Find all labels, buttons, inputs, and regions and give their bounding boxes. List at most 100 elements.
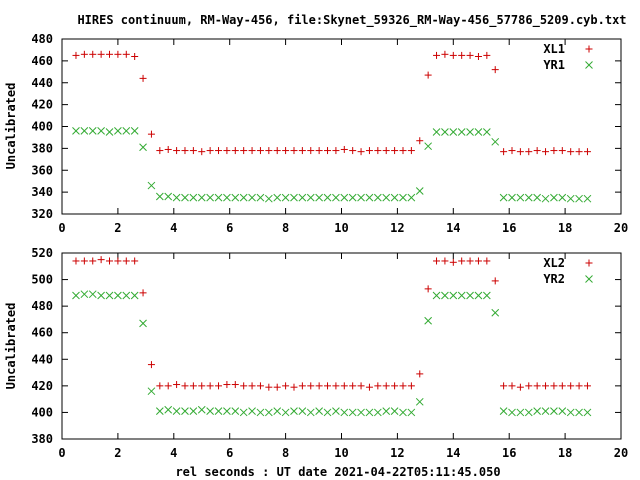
data-point bbox=[373, 408, 382, 417]
data-point bbox=[541, 194, 550, 203]
x-tick-label: 8 bbox=[282, 221, 289, 235]
data-point bbox=[457, 291, 466, 300]
x-tick-label: 18 bbox=[558, 446, 572, 460]
data-point bbox=[433, 257, 441, 265]
data-point bbox=[264, 408, 273, 417]
y-tick-label: 420 bbox=[31, 379, 53, 393]
data-point bbox=[332, 407, 340, 415]
data-point bbox=[106, 50, 114, 58]
legend-label: YR1 bbox=[543, 58, 565, 72]
data-point bbox=[206, 193, 214, 202]
data-point bbox=[298, 382, 306, 390]
data-point bbox=[72, 51, 80, 59]
data-point bbox=[458, 51, 466, 59]
y-tick-label: 480 bbox=[31, 299, 53, 313]
data-point bbox=[156, 147, 164, 155]
data-point bbox=[273, 407, 282, 415]
data-point bbox=[457, 128, 466, 136]
data-point bbox=[499, 193, 508, 202]
data-point bbox=[164, 145, 172, 153]
data-point bbox=[575, 408, 583, 417]
data-point bbox=[483, 257, 491, 265]
legend-marker bbox=[585, 259, 593, 267]
y-tick-label: 440 bbox=[31, 76, 53, 90]
data-point bbox=[131, 53, 139, 60]
data-point bbox=[139, 319, 147, 328]
data-point bbox=[391, 382, 399, 390]
data-point bbox=[491, 137, 500, 146]
data-point bbox=[449, 291, 458, 300]
data-point bbox=[147, 387, 156, 396]
data-point bbox=[567, 382, 575, 390]
data-point bbox=[156, 382, 164, 390]
data-point bbox=[433, 51, 441, 59]
data-point bbox=[281, 193, 290, 202]
data-point bbox=[189, 407, 198, 415]
data-point bbox=[164, 382, 172, 390]
x-tick-label: 2 bbox=[114, 221, 121, 235]
y-tick-label: 320 bbox=[31, 207, 53, 221]
data-point bbox=[181, 407, 189, 415]
data-point bbox=[122, 257, 130, 265]
y-tick-label: 420 bbox=[31, 98, 53, 112]
data-point bbox=[214, 193, 223, 202]
data-point bbox=[340, 408, 349, 417]
data-point bbox=[307, 147, 315, 155]
data-point bbox=[533, 382, 541, 390]
data-point bbox=[97, 50, 105, 58]
data-point bbox=[424, 71, 432, 79]
data-point bbox=[332, 147, 340, 155]
data-point bbox=[550, 193, 558, 202]
data-point bbox=[491, 277, 499, 285]
data-point bbox=[80, 290, 89, 299]
data-point bbox=[332, 193, 340, 202]
data-point bbox=[197, 193, 206, 202]
x-tick-label: 6 bbox=[226, 446, 233, 460]
data-point bbox=[97, 127, 105, 135]
data-point bbox=[491, 66, 499, 74]
data-point bbox=[483, 51, 491, 59]
x-tick-label: 20 bbox=[614, 446, 628, 460]
y-tick-label: 520 bbox=[31, 246, 53, 260]
data-point bbox=[114, 291, 122, 300]
data-point bbox=[508, 408, 516, 417]
data-point bbox=[181, 382, 189, 390]
data-point bbox=[550, 407, 558, 415]
data-point bbox=[365, 383, 373, 391]
data-point bbox=[432, 291, 441, 300]
x-axis-title: rel seconds : UT date 2021-04-22T05:11:4… bbox=[175, 465, 500, 479]
y-axis-title: Uncalibrated bbox=[4, 83, 18, 170]
data-point bbox=[315, 147, 323, 155]
legend-label: YR2 bbox=[543, 272, 565, 286]
data-point bbox=[499, 407, 508, 415]
data-point bbox=[500, 148, 508, 156]
legend-marker bbox=[585, 45, 593, 53]
data-point bbox=[575, 382, 583, 390]
y-tick-label: 460 bbox=[31, 54, 53, 68]
data-point bbox=[164, 405, 173, 414]
legend-marker bbox=[585, 61, 593, 69]
bottom-panel: 0 2 4 6 8 10 12 14 16 18 20 380 400 420 440 460 480 500 52… bbox=[4, 246, 628, 460]
data-point bbox=[415, 397, 424, 406]
data-point bbox=[449, 258, 457, 266]
data-point bbox=[198, 148, 206, 156]
data-point bbox=[441, 50, 449, 58]
data-point bbox=[248, 193, 256, 202]
y-axis-title: Uncalibrated bbox=[4, 303, 18, 390]
data-point bbox=[575, 148, 583, 156]
data-point bbox=[357, 382, 365, 390]
data-point bbox=[466, 291, 474, 300]
x-tick-label: 16 bbox=[502, 221, 516, 235]
data-point bbox=[181, 193, 189, 202]
data-point bbox=[105, 291, 114, 300]
data-point bbox=[399, 193, 407, 202]
data-point bbox=[114, 50, 122, 58]
data-point bbox=[424, 285, 432, 293]
y-tick-label: 360 bbox=[31, 163, 53, 177]
data-point bbox=[155, 407, 164, 415]
data-point bbox=[424, 142, 432, 151]
y-tick-label: 500 bbox=[31, 273, 53, 287]
data-point bbox=[583, 408, 592, 417]
legend-marker bbox=[585, 275, 593, 283]
